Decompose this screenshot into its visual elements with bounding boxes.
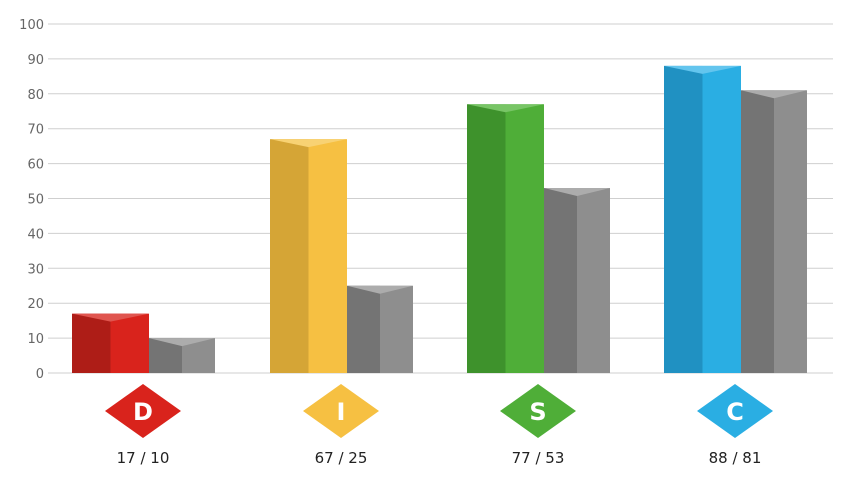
y-tick-label: 50 [27,193,44,208]
bar-i-secondary-top-face [347,285,413,294]
category-labels: D 17 / 10 I 67 / 25 S 77 / 53 C 88 / 81 [105,384,773,467]
bar-s-secondary [544,188,610,373]
bar-s-primary [467,104,544,374]
bar-c-primary [664,65,741,373]
bar-i-primary-left-face [270,139,309,373]
y-tick-label: 10 [27,332,44,347]
value-label: 67 / 25 [315,449,368,467]
bar-d-primary-right-face [110,313,149,373]
diamond-d [105,384,181,438]
bar-s-primary-right-face [505,104,544,374]
y-tick-label: 30 [27,262,44,277]
bar-i-primary [270,139,347,373]
y-tick-label: 0 [36,367,44,382]
bar-d-secondary [149,338,215,373]
bar-d-primary-left-face [72,313,111,373]
y-tick-label: 20 [27,297,44,312]
category-letter: C [726,398,744,426]
value-label: 88 / 81 [709,449,762,467]
diamond-c [697,384,773,438]
bar-c-primary-left-face [664,65,703,373]
bar-i-secondary [347,285,413,373]
bar-d-secondary-top-face [149,338,215,347]
diamond-s [500,384,576,438]
bar-s-secondary-left-face [544,188,577,373]
y-tick-label: 40 [27,227,44,242]
value-label: 77 / 53 [512,449,565,467]
bars [72,65,807,374]
bar-s-primary-top-face [467,104,544,113]
y-tick-label: 60 [27,158,44,173]
category-letter: D [133,398,153,426]
bar-d-primary-top-face [72,313,149,322]
bar-i-secondary-left-face [347,285,380,373]
bar-c-secondary-top-face [741,90,807,99]
y-tick-label: 80 [27,88,44,103]
bar-i-primary-top-face [270,139,347,148]
value-label: 17 / 10 [117,449,170,467]
bar-c-primary-right-face [702,65,741,373]
category-letter: S [529,398,546,426]
category-letter: I [337,398,346,426]
bar-s-secondary-right-face [577,188,610,373]
bar-c-secondary [741,90,807,373]
y-tick-label: 70 [27,123,44,138]
bar-c-secondary-right-face [774,90,807,373]
diamond-i [303,384,379,438]
bar-d-primary [72,313,149,373]
bar-s-primary-left-face [467,104,506,374]
bar-i-primary-right-face [308,139,347,373]
y-tick-label: 90 [27,53,44,68]
bar-s-secondary-top-face [544,188,610,197]
bar-c-secondary-left-face [741,90,774,373]
y-tick-label: 100 [19,18,44,33]
bar-i-secondary-right-face [380,285,413,373]
bar-c-primary-top-face [664,65,741,74]
